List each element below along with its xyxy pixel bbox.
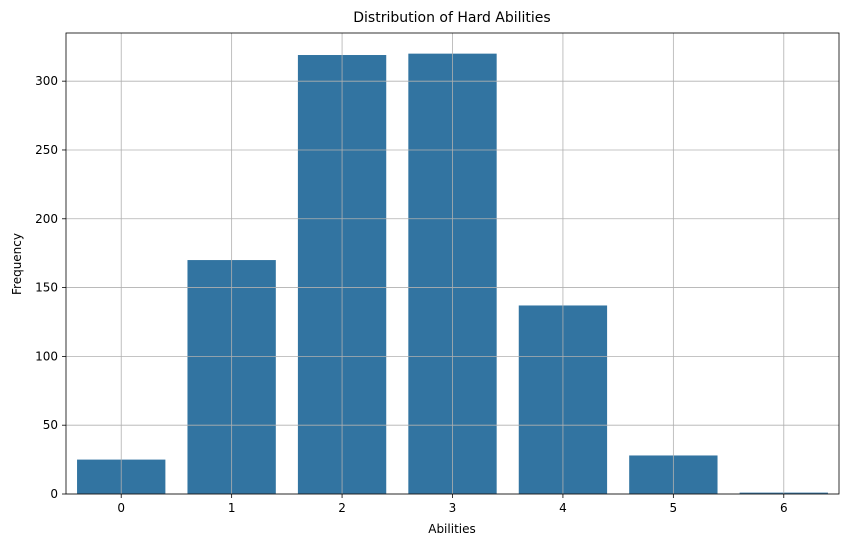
x-axis-label: Abilities	[428, 522, 476, 536]
y-tick-label: 150	[35, 281, 58, 295]
plot-frame	[65, 32, 840, 495]
y-tick-label: 50	[43, 418, 58, 432]
x-tick-label: 5	[670, 501, 678, 515]
axis-layer: 0 50 100 150 200 250 300 0 1 2 3 4 5 6	[35, 74, 788, 515]
y-tick-label: 0	[50, 487, 58, 501]
y-tick-label: 200	[35, 212, 58, 226]
x-tick-label: 4	[559, 501, 567, 515]
y-tick-label: 100	[35, 349, 58, 363]
x-tick-label: 6	[780, 501, 788, 515]
x-tick-label: 1	[228, 501, 236, 515]
x-tick-label: 2	[338, 501, 346, 515]
grid-layer	[66, 33, 839, 495]
x-tick-label: 3	[449, 501, 457, 515]
y-tick-label: 300	[35, 74, 58, 88]
y-axis-label: Frequency	[10, 233, 24, 295]
x-tick-label: 0	[117, 501, 125, 515]
y-tick-label: 250	[35, 143, 58, 157]
chart-title: Distribution of Hard Abilities	[353, 10, 550, 26]
